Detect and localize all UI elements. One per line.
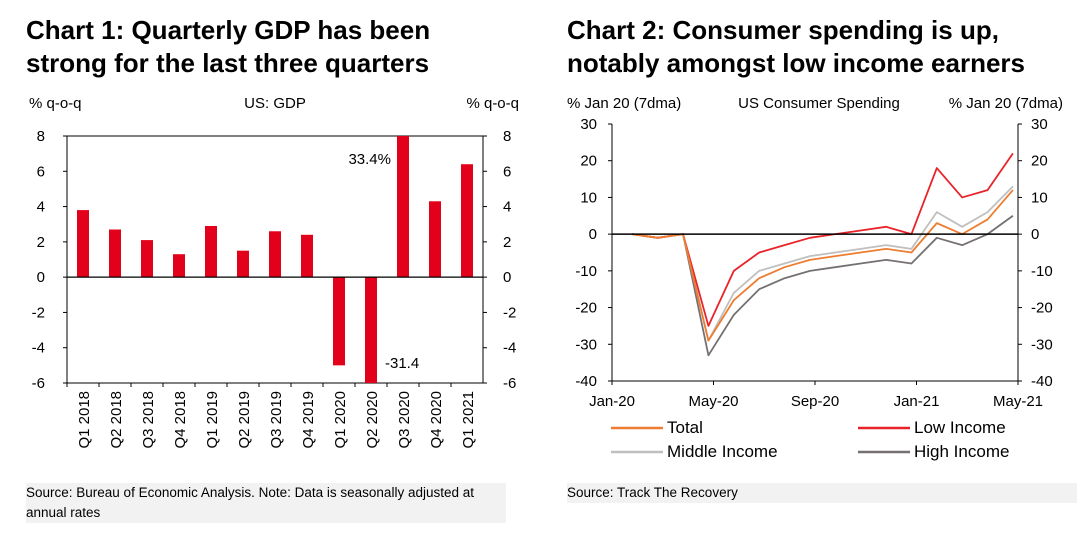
chart1-xtick-label: Q2 2019 [236,391,253,449]
bar-q4-2019 [301,234,313,278]
chart1-xtick-label: Q3 2018 [140,391,157,449]
chart1-xtick-label: Q1 2020 [332,391,349,449]
chart1-source: Source: Bureau of Economic Analysis. Not… [26,483,506,523]
bar-q2-2019 [237,250,249,278]
chart1-title: Chart 1: Quarterly GDP has been strong f… [26,14,430,80]
chart1-xtick-label: Q2 2018 [108,391,125,449]
chart1-ytick-label-left: -2 [32,304,45,321]
chart1-ytick-label-right: -4 [503,340,516,357]
chart2-xtick-label: Jan-20 [589,393,635,410]
chart2-ytick-label-right: -10 [1031,263,1053,280]
legend-label-low-income: Low Income [914,418,1006,437]
chart2-title-line1: Chart 2: Consumer spending is up, [567,15,999,45]
chart1-ytick-label-left: 8 [37,128,45,145]
chart1-ytick-label-right: 2 [503,234,511,251]
chart1-ytick-label-left: 4 [37,199,45,216]
chart1-plot-frame [66,135,484,384]
chart1-ytick-label-left: 0 [37,269,45,286]
bar-q3-2019 [269,231,281,278]
chart1-ytick-label-right: 6 [503,163,511,180]
spending-line-chart: % Jan 20 (7dma) US Consumer Spending % Jan… [567,95,1063,461]
chart1-xtick-label: Q4 2019 [300,391,317,449]
chart2-subtitle: US Consumer Spending [738,95,900,112]
bar-q1-2018 [77,210,89,278]
chart2-ytick-label-right: -40 [1031,373,1053,390]
chart1-title-line2: strong for the last three quarters [26,48,430,78]
bar-q3-2018 [141,240,153,278]
annotation-q3-2020: 33.4% [348,151,391,168]
chart2-source: Source: Track The Recovery [567,483,1077,503]
chart1-ytick-label-left: -4 [32,340,45,357]
chart2-ytick-label-left: -30 [575,336,597,353]
chart1-xtick-label: Q2 2020 [364,391,381,449]
chart1-ytick-label-left: -6 [32,375,45,392]
chart1-ytick-label-left: 2 [37,234,45,251]
series-line-low-income [632,152,1014,327]
chart2-title-line2: notably amongst low income earners [567,48,1025,78]
spending-chart-panel: Chart 2: Consumer spending is up, notabl… [553,0,1089,544]
bar-q2-2018 [109,229,121,278]
chart1-xtick-label: Q3 2019 [268,391,285,449]
chart2-ytick-label-left: 10 [580,189,597,206]
chart2-xtick-label: Sep-20 [791,393,839,410]
chart1-ytick-label-left: 6 [37,163,45,180]
bar-q1-2021 [461,164,473,278]
chart1-ylabel-right: % q-o-q [466,95,519,112]
chart2-ytick-label-left: 0 [589,226,597,243]
chart2-ytick-label-left: 20 [580,153,597,170]
chart2-ytick-label-left: -40 [575,373,597,390]
chart1-ytick-label-right: 4 [503,199,511,216]
chart2-ytick-label-right: 10 [1031,189,1048,206]
chart1-xtick-label: Q4 2018 [172,391,189,449]
chart2-xtick-label: May-21 [993,393,1043,410]
bar-q2-2020 [365,277,377,383]
chart2-ytick-label-left: 30 [580,116,597,133]
chart1-xtick-label: Q1 2018 [76,391,93,449]
chart2-title: Chart 2: Consumer spending is up, notabl… [567,14,1025,80]
chart2-xtick-label: May-20 [688,393,738,410]
chart2-ytick-label-left: -20 [575,300,597,317]
chart2-ylabel-left: % Jan 20 (7dma) [567,95,681,112]
chart1-subtitle: US: GDP [244,95,306,112]
legend-label-total: Total [667,418,703,437]
chart2-ytick-label-right: 20 [1031,153,1048,170]
chart2-xtick-label: Jan-21 [894,393,940,410]
chart1-xtick-label: Q1 2021 [460,391,477,449]
chart1-xtick-label: Q1 2019 [204,391,221,449]
chart1-xtick-label: Q3 2020 [396,391,413,449]
chart1-ytick-label-right: -2 [503,304,516,321]
series-line-high-income [632,215,1014,357]
legend-label-middle-income: Middle Income [667,442,778,461]
bar-q3-2020 [397,136,409,278]
series-line-total [632,189,1014,342]
chart2-ytick-label-right: 0 [1031,226,1039,243]
chart2-ytick-label-left: -10 [575,263,597,280]
chart2-ytick-label-right: -30 [1031,336,1053,353]
gdp-bar-chart: % q-o-q US: GDP % q-o-q -6 -6 -4 -4 -2 -2 0 0 2 2 4 4 6… [29,95,519,449]
chart1-ytick-label-right: 8 [503,128,511,145]
chart1-ylabel-left: % q-o-q [29,95,82,112]
chart2-ylabel-right: % Jan 20 (7dma) [949,95,1063,112]
chart1-ytick-label-right: -6 [503,375,516,392]
bar-q4-2018 [173,254,185,278]
chart1-xtick-label: Q4 2020 [428,391,445,449]
bar-q1-2020 [333,277,345,366]
bar-q1-2019 [205,225,217,278]
annotation-q2-2020: -31.4 [385,355,419,372]
chart2-ytick-label-right: -20 [1031,300,1053,317]
bar-q4-2020 [429,201,441,278]
gdp-chart-panel: Chart 1: Quarterly GDP has been strong f… [0,0,540,544]
legend-label-high-income: High Income [914,442,1009,461]
chart1-ytick-label-right: 0 [503,269,511,286]
chart2-ytick-label-right: 30 [1031,116,1048,133]
chart1-title-line1: Chart 1: Quarterly GDP has been [26,15,431,45]
